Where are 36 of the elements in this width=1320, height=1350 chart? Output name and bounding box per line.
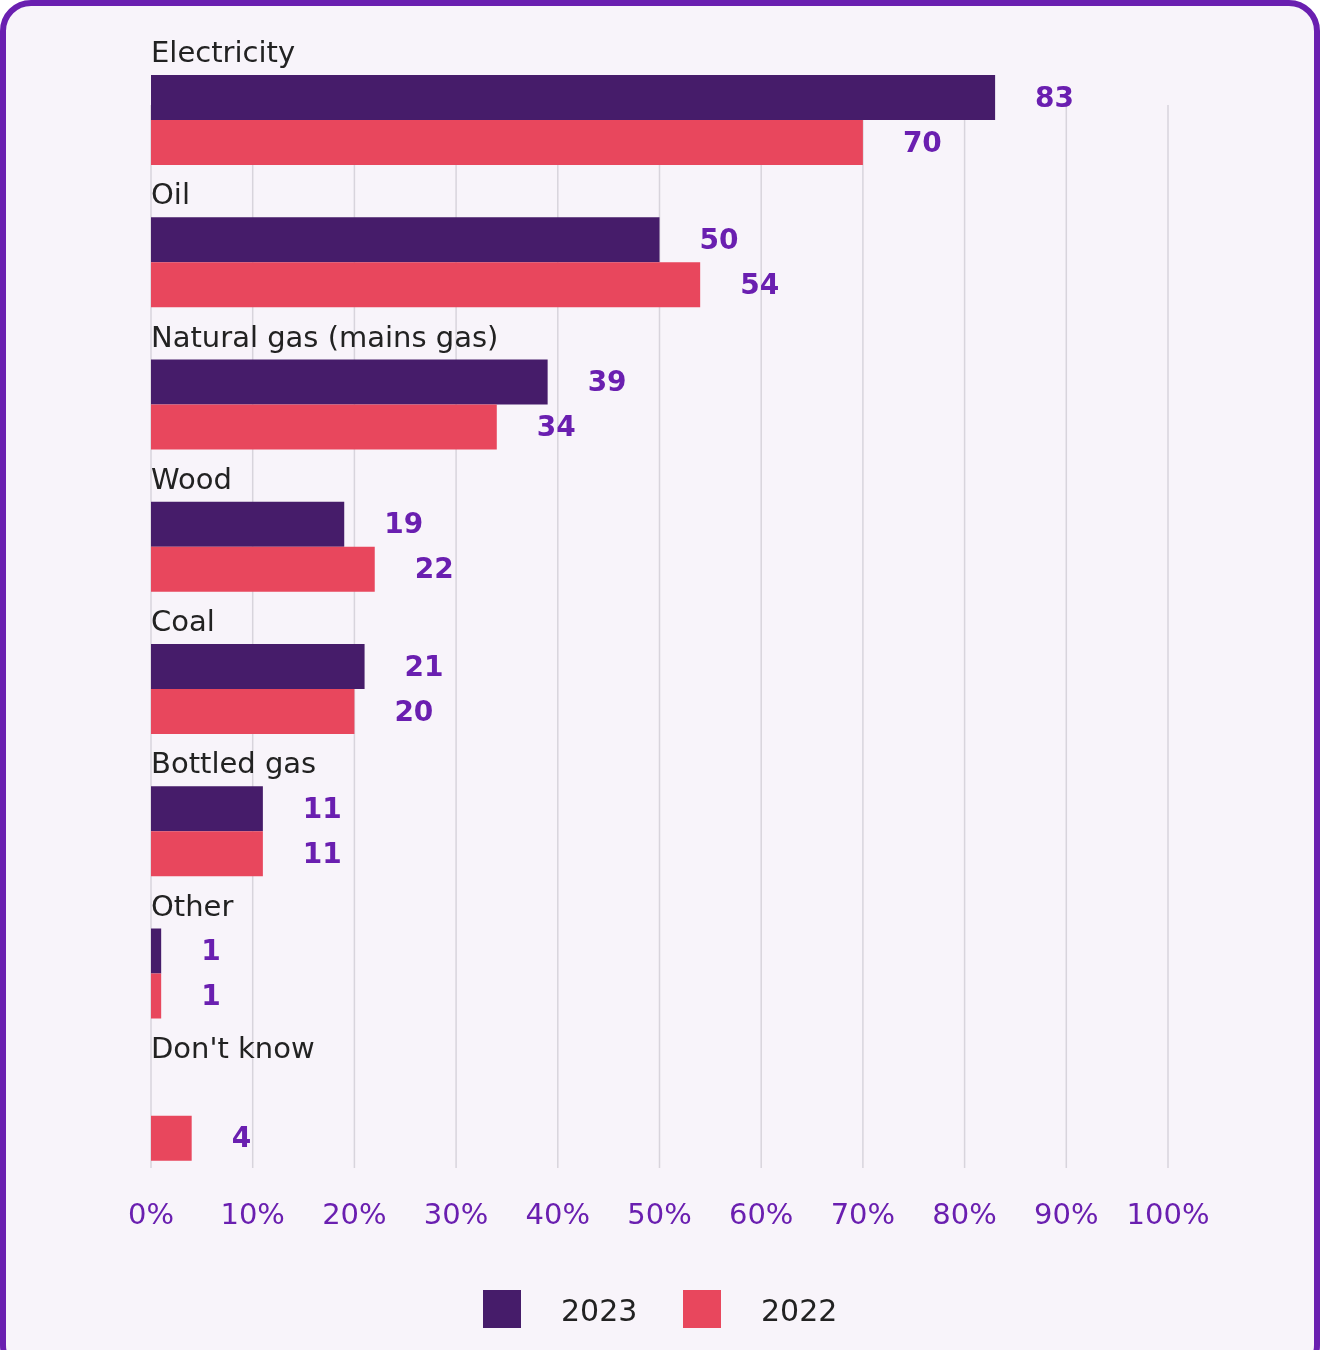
x-tick-label: 50% xyxy=(627,1197,692,1231)
x-tick-label: 80% xyxy=(932,1197,997,1231)
data-label: 54 xyxy=(740,267,780,301)
y-tick-label: Bottled gas xyxy=(151,746,317,781)
y-tick-label: Coal xyxy=(151,604,215,638)
y-tick-label: Oil xyxy=(151,177,190,212)
data-label: 20 xyxy=(394,694,434,728)
x-tick-label: 70% xyxy=(830,1197,896,1231)
y-tick-label: Electricity xyxy=(151,35,296,69)
y-tick-label: Wood xyxy=(151,461,232,496)
legend-label: 2023 xyxy=(561,1293,638,1328)
data-label: 1 xyxy=(201,979,221,1012)
data-label: 39 xyxy=(587,365,627,398)
data-label: 11 xyxy=(302,791,342,825)
legend-label: 2022 xyxy=(761,1293,838,1328)
x-tick-label: 40% xyxy=(525,1197,591,1231)
data-label: 50 xyxy=(699,222,739,256)
data-label: 11 xyxy=(302,836,342,870)
data-label: 21 xyxy=(404,649,444,683)
y-tick-label: Other xyxy=(151,888,234,923)
x-tick-label: 20% xyxy=(322,1197,387,1231)
x-tick-label: 60% xyxy=(728,1197,794,1231)
x-tick-label: 30% xyxy=(423,1197,489,1231)
data-label: 1 xyxy=(201,934,221,967)
y-tick-label: Natural gas (mains gas) xyxy=(151,319,499,354)
data-label: 70 xyxy=(902,125,942,159)
x-tick-label: 90% xyxy=(1034,1197,1099,1231)
x-tick-label: 10% xyxy=(220,1197,285,1231)
data-label: 4 xyxy=(231,1121,252,1155)
x-tick-label: 0% xyxy=(127,1197,175,1231)
data-label: 34 xyxy=(536,410,576,443)
y-tick-label: Don't know xyxy=(151,1030,315,1065)
data-label: 22 xyxy=(414,552,454,586)
data-label: 83 xyxy=(1035,80,1075,114)
data-label: 19 xyxy=(384,507,424,541)
x-tick-label: 100% xyxy=(1126,1197,1210,1231)
